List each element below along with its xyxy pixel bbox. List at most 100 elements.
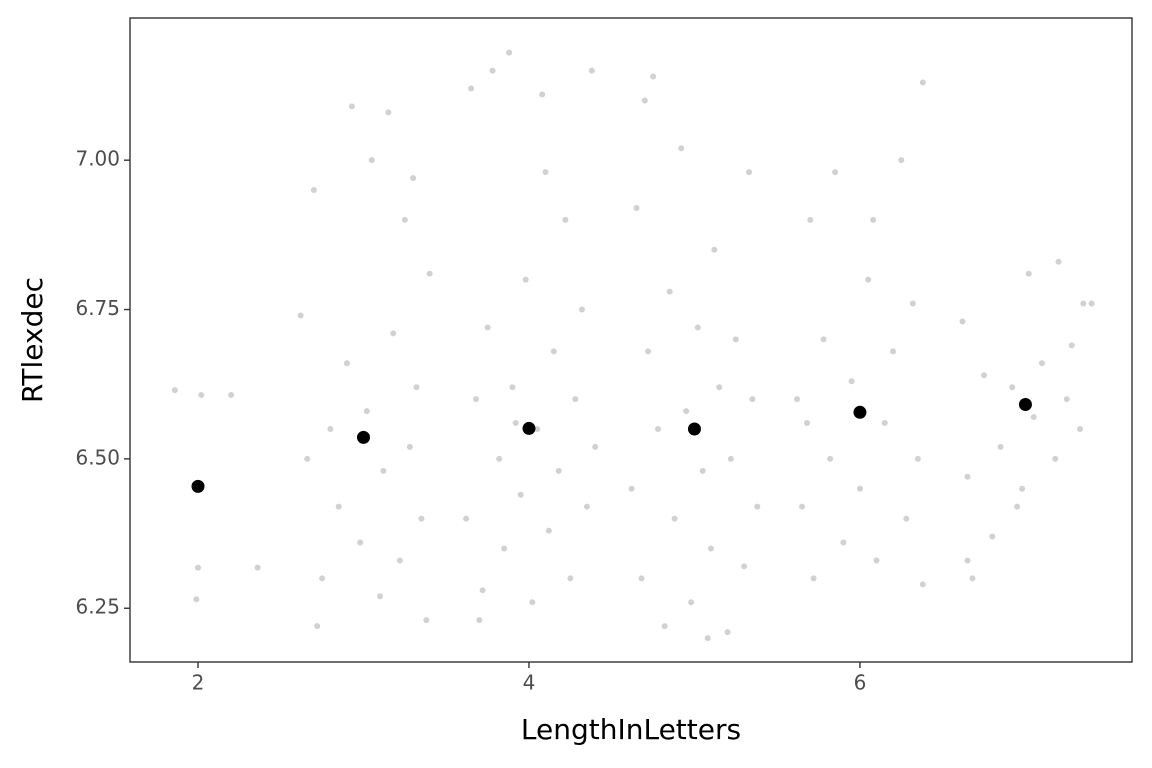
jitter-point: [989, 533, 996, 540]
jitter-point: [401, 216, 408, 223]
jitter-point: [550, 348, 557, 355]
jitter-point: [348, 103, 355, 110]
jitter-point: [512, 420, 519, 427]
jitter-point: [909, 300, 916, 307]
y-tick-label: 6.75: [75, 296, 120, 320]
jitter-point: [413, 384, 420, 391]
jitter-point: [641, 97, 648, 104]
jitter-point: [534, 426, 541, 433]
jitter-point: [406, 443, 413, 450]
jitter-point: [501, 545, 508, 552]
jitter-point: [198, 391, 205, 398]
jitter-point: [506, 49, 513, 56]
y-tick-label: 6.50: [75, 445, 120, 469]
jitter-point: [297, 312, 304, 319]
jitter-point: [385, 109, 392, 116]
jitter-point: [997, 443, 1004, 450]
jitter-point: [476, 617, 483, 624]
jitter-point: [1063, 396, 1070, 403]
jitter-point: [1019, 485, 1026, 492]
jitter-point: [468, 85, 475, 92]
jitter-point: [390, 330, 397, 337]
jitter-point: [463, 515, 470, 522]
jitter-point: [865, 276, 872, 283]
jitter-point: [509, 384, 516, 391]
jitter-point: [304, 455, 311, 462]
jitter-point: [1014, 503, 1021, 510]
jitter-point: [638, 575, 645, 582]
jitter-point: [562, 216, 569, 223]
panel-border: [129, 17, 1133, 663]
jitter-point: [363, 408, 370, 415]
jitter-point: [803, 420, 810, 427]
jitter-point: [496, 455, 503, 462]
jitter-point: [479, 587, 486, 594]
jitter-point: [810, 575, 817, 582]
plot-area: [171, 49, 1095, 642]
jitter-point: [881, 420, 888, 427]
jitter-point: [749, 396, 756, 403]
jitter-point: [708, 545, 715, 552]
jitter-point: [688, 599, 695, 606]
jitter-point: [716, 384, 723, 391]
jitter-point: [319, 575, 326, 582]
jitter-point: [1080, 300, 1087, 307]
jitter-point: [473, 396, 480, 403]
jitter-point: [1068, 342, 1075, 349]
jitter-point: [314, 623, 321, 630]
jitter-point: [335, 503, 342, 510]
jitter-point: [195, 564, 202, 571]
jitter-point: [1052, 455, 1059, 462]
jitter-point: [704, 635, 711, 642]
jitter-point: [592, 443, 599, 450]
jitter-point: [1088, 300, 1095, 307]
jitter-point: [628, 485, 635, 492]
jitter-point: [655, 426, 662, 433]
jitter-point: [567, 575, 574, 582]
jitter-point: [1038, 360, 1045, 367]
jitter-point: [1009, 384, 1016, 391]
y-tick-label: 7.00: [75, 147, 120, 171]
jitter-point: [555, 467, 562, 474]
jitter-point: [741, 563, 748, 570]
jitter-point: [578, 306, 585, 313]
jitter-point: [840, 539, 847, 546]
jitter-point: [873, 557, 880, 564]
jitter-point: [754, 503, 761, 510]
jitter-point: [699, 467, 706, 474]
jitter-point: [633, 204, 640, 211]
jitter-point: [890, 348, 897, 355]
jitter-point: [1030, 414, 1037, 421]
jitter-point: [694, 324, 701, 331]
jitter-point: [870, 216, 877, 223]
jitter-point: [1077, 426, 1084, 433]
jitter-point: [343, 360, 350, 367]
jitter-point: [645, 348, 652, 355]
jitter-point: [919, 581, 926, 588]
jitter-point: [898, 157, 905, 164]
jitter-point: [171, 387, 178, 394]
jitter-point: [964, 473, 971, 480]
jitter-point: [357, 539, 364, 546]
jitter-point: [919, 79, 926, 86]
x-axis-title: LengthInLetters: [521, 713, 741, 746]
jitter-point: [377, 593, 384, 600]
mean-point: [191, 479, 205, 493]
jitter-point: [683, 408, 690, 415]
jitter-point: [848, 378, 855, 385]
jitter-point: [914, 455, 921, 462]
jitter-point: [820, 336, 827, 343]
jitter-point: [588, 67, 595, 74]
x-tick-label: 2: [192, 671, 205, 695]
jitter-point: [650, 73, 657, 80]
jitter-point: [517, 491, 524, 498]
mean-point: [1018, 398, 1032, 412]
jitter-point: [732, 336, 739, 343]
mean-point: [356, 430, 370, 444]
mean-point: [687, 422, 701, 436]
jitter-point: [583, 503, 590, 510]
jitter-point: [807, 216, 814, 223]
jitter-point: [671, 515, 678, 522]
